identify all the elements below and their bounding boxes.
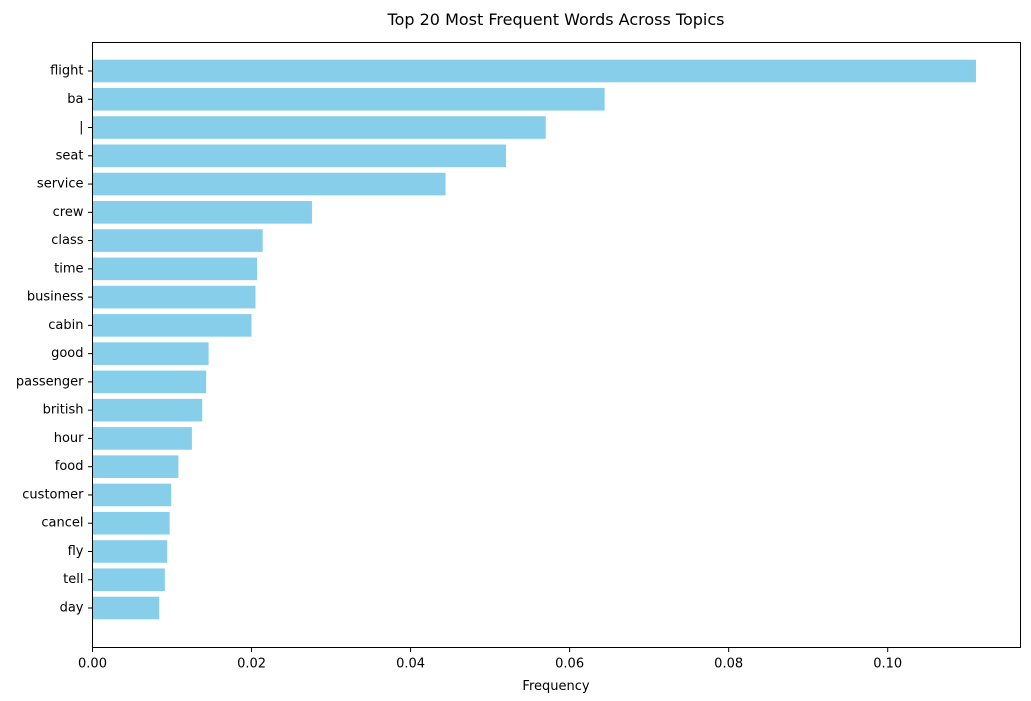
y-tick-label: customer [22,487,84,502]
y-tick-label: cabin [48,318,83,333]
bar-17 [92,540,168,563]
bar-12 [92,398,203,422]
y-tick-label: cancel [41,516,83,531]
y-tick-label: tell [63,572,83,587]
y-tick-label: food [55,459,84,474]
bar-0 [92,59,976,83]
y-axis-ticks: flight ba | seat service crew class time busines… [16,64,93,616]
x-tick-label: 0.04 [396,657,425,672]
bar-14 [92,455,179,478]
x-tick-label: 0.06 [555,657,584,672]
x-tick-label: 0.02 [237,657,266,672]
y-tick-label: time [54,261,83,276]
y-tick-label: class [51,233,83,248]
y-tick-label: hour [54,431,84,446]
x-tick-label: 0.00 [78,657,107,672]
x-tick-label: 0.08 [714,657,743,672]
bar-15 [92,483,172,507]
y-tick-label: flight [50,64,83,79]
bar-3 [92,144,507,168]
bar-19 [92,596,160,620]
y-tick-label: ba [67,92,83,107]
bar-5 [92,201,312,224]
y-tick-label: day [60,601,84,616]
bar-9 [92,314,252,337]
bar-7 [92,257,258,281]
bar-13 [92,427,192,450]
bar-10 [92,342,209,365]
bar-8 [92,285,256,309]
y-tick-label: | [79,120,83,135]
chart-title: Top 20 Most Frequent Words Across Topics [387,10,725,29]
plot-frame [92,42,1021,648]
bar-11 [92,370,207,394]
x-axis-ticks: 0.00 0.02 0.04 0.06 0.08 0.10 [78,647,902,672]
bar-4 [92,172,446,196]
bar-6 [92,229,263,252]
y-tick-label: service [37,177,84,192]
y-tick-label: british [43,403,84,418]
y-tick-label: fly [68,544,84,559]
y-tick-label: passenger [16,374,84,389]
bar-18 [92,568,165,592]
bar-16 [92,511,170,535]
bar-2 [92,116,546,139]
y-tick-label: business [27,290,84,305]
y-tick-label: good [51,346,83,361]
bars-group [92,59,976,620]
y-tick-label: crew [53,205,84,220]
x-tick-label: 0.10 [873,657,902,672]
x-axis-label: Frequency [522,679,589,694]
bar-1 [92,87,605,111]
y-tick-label: seat [56,148,84,163]
